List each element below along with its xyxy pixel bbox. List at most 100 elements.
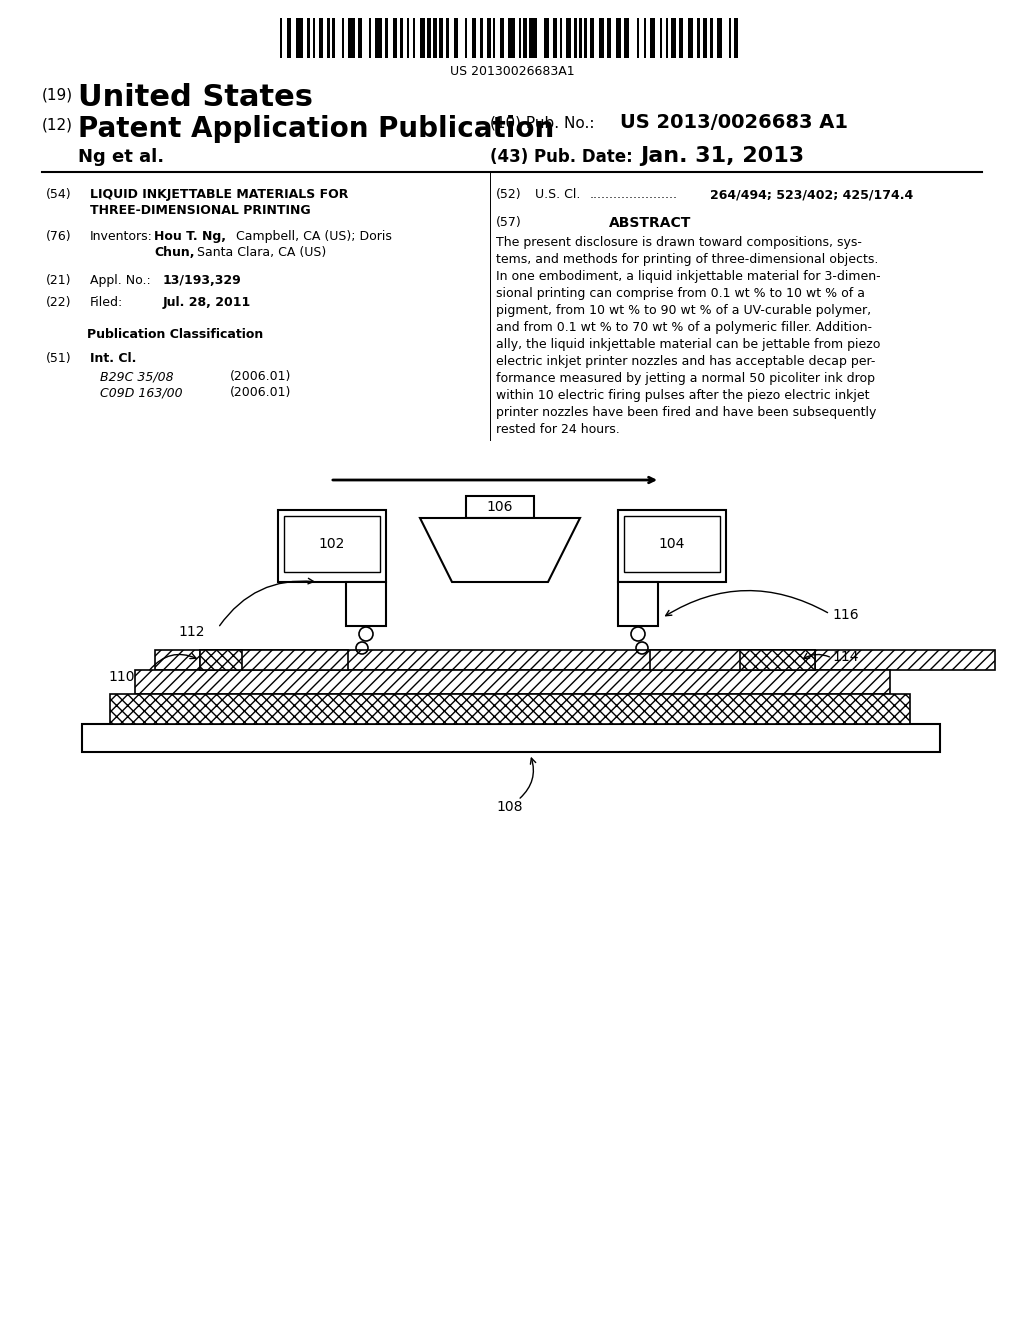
Bar	[307, 18, 310, 58]
Text: In one embodiment, a liquid inkjettable material for 3-dimen-: In one embodiment, a liquid inkjettable …	[496, 271, 881, 282]
Bar	[348, 18, 355, 58]
Text: tems, and methods for printing of three-dimensional objects.: tems, and methods for printing of three-…	[496, 253, 879, 267]
Bar	[400, 18, 402, 58]
Bar	[729, 18, 731, 58]
Bar	[82, 723, 940, 752]
Bar	[465, 18, 467, 58]
Bar	[407, 18, 409, 58]
Text: The present disclosure is drawn toward compositions, sys-: The present disclosure is drawn toward c…	[496, 236, 862, 249]
Bar	[659, 18, 663, 58]
Bar	[155, 649, 995, 671]
Text: LIQUID INKJETTABLE MATERIALS FOR: LIQUID INKJETTABLE MATERIALS FOR	[90, 187, 348, 201]
Bar	[479, 18, 483, 58]
Text: US 2013/0026683 A1: US 2013/0026683 A1	[620, 114, 848, 132]
Text: (2006.01): (2006.01)	[230, 385, 292, 399]
Bar	[518, 18, 521, 58]
Bar	[375, 18, 382, 58]
Text: C09D 163/00: C09D 163/00	[100, 385, 182, 399]
Text: (57): (57)	[496, 216, 522, 228]
Bar	[585, 18, 587, 58]
Text: pigment, from 10 wt % to 90 wt % of a UV-curable polymer,: pigment, from 10 wt % to 90 wt % of a UV…	[496, 304, 871, 317]
Text: US 20130026683A1: US 20130026683A1	[450, 65, 574, 78]
Text: Filed:: Filed:	[90, 296, 123, 309]
Text: (52): (52)	[496, 187, 521, 201]
Bar	[625, 18, 630, 58]
Text: U.S. Cl.: U.S. Cl.	[535, 187, 581, 201]
Text: Hou T. Ng,: Hou T. Ng,	[154, 230, 226, 243]
Bar	[566, 18, 570, 58]
Text: formance measured by jetting a normal 50 picoliter ink drop: formance measured by jetting a normal 50…	[496, 372, 874, 385]
Bar	[644, 18, 646, 58]
Bar	[703, 18, 708, 58]
Bar	[544, 18, 549, 58]
Bar	[624, 516, 720, 572]
Text: rested for 24 hours.: rested for 24 hours.	[496, 422, 620, 436]
Text: 108: 108	[497, 800, 523, 814]
Text: 106: 106	[486, 500, 513, 513]
Text: 102: 102	[318, 537, 345, 550]
Bar	[650, 649, 815, 671]
Bar	[328, 18, 330, 58]
Text: ally, the liquid inkjettable material can be jettable from piezo: ally, the liquid inkjettable material ca…	[496, 338, 881, 351]
Bar	[501, 18, 504, 58]
Text: Patent Application Publication: Patent Application Publication	[78, 115, 554, 143]
Text: 114: 114	[831, 649, 858, 664]
Text: Appl. No.:: Appl. No.:	[90, 275, 151, 286]
Bar	[618, 582, 658, 626]
Bar	[313, 18, 315, 58]
Text: (2006.01): (2006.01)	[230, 370, 292, 383]
Bar	[697, 18, 699, 58]
Text: within 10 electric firing pulses after the piezo electric inkjet: within 10 electric firing pulses after t…	[496, 389, 869, 403]
Text: sional printing can comprise from 0.1 wt % to 10 wt % of a: sional printing can comprise from 0.1 wt…	[496, 286, 865, 300]
Bar	[420, 18, 425, 58]
Bar	[342, 18, 344, 58]
Bar	[679, 18, 683, 58]
Bar	[466, 496, 534, 517]
Bar	[486, 18, 490, 58]
Bar	[493, 18, 496, 58]
Bar	[385, 18, 388, 58]
Text: Jan. 31, 2013: Jan. 31, 2013	[640, 147, 804, 166]
Text: (19): (19)	[42, 88, 73, 103]
Text: THREE-DIMENSIONAL PRINTING: THREE-DIMENSIONAL PRINTING	[90, 205, 310, 216]
Bar	[439, 18, 443, 58]
Bar	[671, 18, 676, 58]
Bar	[607, 18, 611, 58]
Text: (51): (51)	[46, 352, 72, 366]
Text: ABSTRACT: ABSTRACT	[609, 216, 691, 230]
Text: Publication Classification: Publication Classification	[87, 327, 263, 341]
Text: Int. Cl.: Int. Cl.	[90, 352, 136, 366]
Text: Inventors:: Inventors:	[90, 230, 153, 243]
Bar	[508, 18, 515, 58]
Text: (12): (12)	[42, 117, 73, 133]
Text: United States: United States	[78, 83, 313, 112]
Text: (43) Pub. Date:: (43) Pub. Date:	[490, 148, 633, 166]
Bar	[413, 18, 415, 58]
Bar	[346, 582, 386, 626]
Bar	[666, 18, 669, 58]
Bar	[280, 18, 283, 58]
Text: 264/494; 523/402; 425/174.4: 264/494; 523/402; 425/174.4	[710, 187, 913, 201]
Text: (54): (54)	[46, 187, 72, 201]
Text: 104: 104	[658, 537, 685, 550]
Text: Jul. 28, 2011: Jul. 28, 2011	[163, 296, 251, 309]
Bar	[717, 18, 722, 58]
Text: Santa Clara, CA (US): Santa Clara, CA (US)	[197, 246, 327, 259]
Text: 110: 110	[108, 671, 134, 684]
Bar	[599, 18, 604, 58]
Bar	[200, 649, 242, 671]
Bar	[318, 18, 323, 58]
Bar	[560, 18, 562, 58]
Text: and from 0.1 wt % to 70 wt % of a polymeric filler. Addition-: and from 0.1 wt % to 70 wt % of a polyme…	[496, 321, 872, 334]
Text: (21): (21)	[46, 275, 72, 286]
Bar	[110, 694, 910, 723]
Bar	[288, 18, 291, 58]
Text: electric inkjet printer nozzles and has acceptable decap per-: electric inkjet printer nozzles and has …	[496, 355, 876, 368]
Text: Campbell, CA (US); Doris: Campbell, CA (US); Doris	[236, 230, 392, 243]
Bar	[427, 18, 431, 58]
Bar	[523, 18, 527, 58]
Text: (22): (22)	[46, 296, 72, 309]
Bar	[200, 649, 348, 671]
Bar	[590, 18, 594, 58]
Text: 13/193,329: 13/193,329	[163, 275, 242, 286]
